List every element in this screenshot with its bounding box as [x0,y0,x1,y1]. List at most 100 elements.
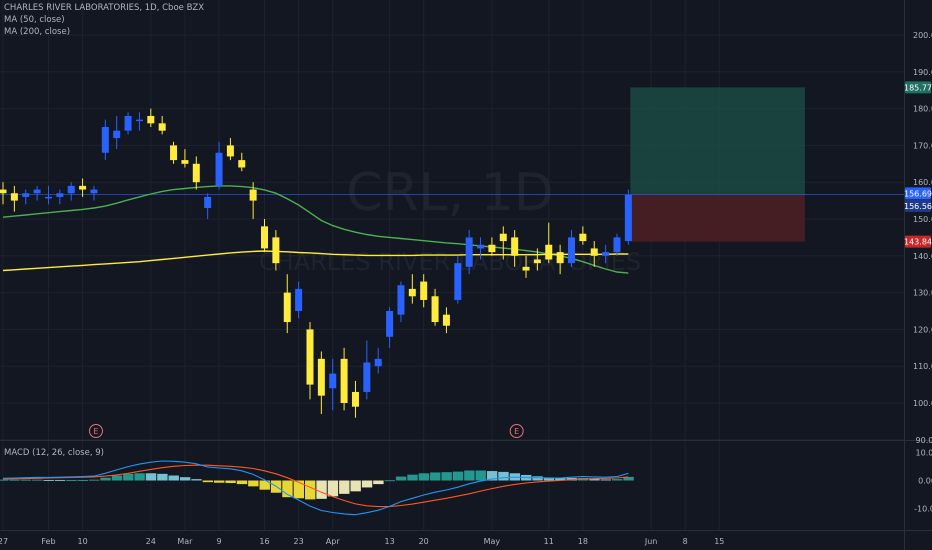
date-tick-label: 27 [0,537,8,546]
candle-body [351,391,359,407]
macd-hist-bar [600,479,612,481]
candle-body [602,252,610,256]
price-tick-label: 110.00 [913,362,932,371]
macd-tick-label: -10.00 [914,504,932,513]
macd-signal-line [2,464,629,508]
macd-hist-bar [145,473,157,481]
candle [351,380,359,418]
candle-body [306,329,314,385]
macd-hist-bar [441,472,452,481]
entry-price-tag-text: 156.56 [904,202,932,211]
candle [283,274,291,334]
macd-hist-bar [236,480,248,485]
macd-hist-bar [327,480,339,497]
candle-body [340,358,348,403]
candle [340,347,348,411]
date-tick-label: 23 [294,537,304,546]
candle [477,237,485,260]
candle [101,119,109,161]
candle-body [272,237,280,264]
candle [135,112,143,131]
earnings-circle [88,424,103,438]
candle-body [44,196,52,199]
candle-body [226,145,234,157]
candle [90,185,98,201]
macd-hist-bar [20,479,32,481]
stop-zone [630,194,805,242]
earnings-marker: E [509,424,524,438]
price-tick-label: 170.00 [913,141,932,150]
macd-hist-bar [157,473,168,481]
candle-body [374,358,382,367]
candle-body [0,189,7,194]
candle [204,193,212,219]
date-tick-label: Apr [326,537,341,546]
candle-body [170,145,178,161]
candle [545,222,553,264]
candle [147,108,155,127]
date-tick-label: 20 [419,537,429,546]
candle-body [329,373,337,389]
macd-line [2,460,629,516]
candle [158,115,166,135]
date-tick-label: 18 [578,537,588,546]
candle-body [90,189,98,194]
macd-hist-bar [293,480,305,499]
candle-body [283,292,291,323]
price-tick-label: 190.00 [913,68,932,77]
price-axis[interactable]: 200.00 190.00 180.00 170.00 160.00 150.00 140.… [913,31,932,513]
price-tags: 185.77 156.69 156.56 143.84 [904,81,932,248]
macd-hist-bar [339,480,350,494]
date-tick-label: 16 [259,537,269,546]
candle [533,248,541,271]
candle-body [215,152,223,186]
candle [386,307,394,348]
candle-body [590,248,598,256]
date-tick-label: Feb [41,537,55,546]
entry-price-tag-bg [905,199,931,212]
candle-body [522,266,530,271]
macd-hist-bar [373,480,384,485]
macd-hist-bar [225,480,236,484]
candle-body [363,362,371,392]
candle-body [545,244,553,260]
candle-body [113,130,121,139]
stop-price-tag-text: 143.84 [904,238,932,247]
ma200-line [2,250,629,272]
macd-hist-bar [134,473,145,481]
candle-body [488,244,496,253]
candle-body [261,226,269,249]
candle-body [431,296,439,323]
candle [317,351,325,415]
macd-hist-bar [123,473,134,481]
macd-hist-bar [168,475,179,481]
macd-hist-bar [54,479,66,481]
position-tool[interactable] [0,87,904,242]
candle-body [556,252,564,264]
candle-body [511,237,519,256]
candle [624,189,632,245]
candle-body [192,163,200,183]
macd-hist-bar [202,480,214,483]
date-tick-label: Jun [644,537,658,546]
earnings-label: E [514,427,519,436]
candle [488,237,496,256]
macd-hist-bar [100,477,111,481]
price-tick-label: 200.00 [913,31,932,40]
date-tick-label: 15 [714,537,724,546]
candle [238,152,246,172]
date-axis[interactable]: 27 Feb 10 24 Mar 9 16 23 Apr 13 20 May 11 18 Jun 8 15 [0,537,724,546]
macd-hist-bar [555,477,566,481]
candle [295,281,303,319]
candle [590,241,598,267]
macd-hist-bar [395,476,407,481]
candle-body [124,115,132,131]
candle-body [101,127,109,153]
macd-hist-bar [464,470,475,481]
candle [261,219,269,253]
stop-price-tag-bg [905,235,931,248]
candle-body [204,196,212,208]
macd-hist-bar [407,474,418,481]
macd-hist-bar [66,479,77,481]
